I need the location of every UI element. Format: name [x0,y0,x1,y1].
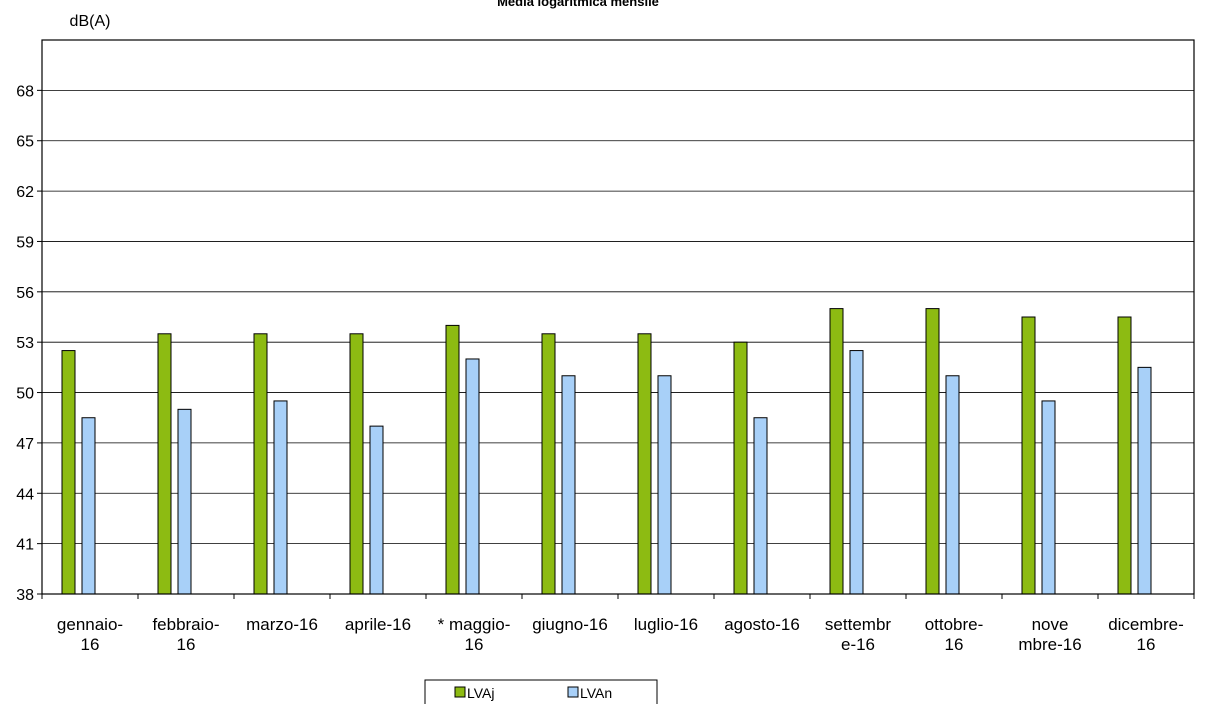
y-tick-label: 38 [16,587,34,604]
x-tick-label-line: luglio-16 [634,615,698,634]
x-tick-label: agosto-16 [724,615,800,634]
bars [61,308,1152,595]
legend-label-lvan: LVAn [580,685,612,701]
x-tick-label: aprile-16 [345,615,411,634]
bar-lvan [369,425,384,595]
x-tick-label-line: 16 [1137,635,1156,654]
bar-lvaj [925,308,940,595]
legend-label-lvaj: LVAj [467,685,495,701]
bar-lvaj [541,333,556,595]
legend-swatch-lvaj [454,686,466,698]
x-tick-label: settembr e-16 [825,615,891,654]
y-tick-label: 41 [16,537,34,554]
x-tick-label: nove mbre-16 [1018,615,1081,654]
bar-lvan [657,375,672,595]
bar-lvan [465,358,480,595]
y-tick-label: 59 [16,234,34,251]
legend: LVAj LVAn [424,679,658,704]
x-tick-label-line: mbre-16 [1018,635,1081,654]
bar-lvaj [637,333,652,595]
y-tick-label: 50 [16,386,34,403]
x-tick-label: dicembre-16 [1108,615,1184,654]
y-tick-label: 47 [16,436,34,453]
y-tick-label: 65 [16,134,34,151]
x-tick-label-line: marzo-16 [246,615,318,634]
x-tick-label: luglio-16 [634,615,698,634]
y-tick-label: 44 [16,486,34,503]
x-tick-label-line: agosto-16 [724,615,800,634]
y-tick-label: 53 [16,335,34,352]
bar-lvaj [733,341,748,595]
bar-lvan [849,350,864,595]
x-tick-label-line: 16 [945,635,964,654]
bar-lvaj [445,324,460,595]
x-tick-label: ottobre-16 [925,615,984,654]
bar-lvan [81,417,96,595]
bar-lvan [561,375,576,595]
y-axis: 38 41 44 47 50 53 56 59 62 65 68 [16,83,42,604]
chart-title: Media logaritmica mensile [497,0,659,9]
bar-lvaj [157,333,172,595]
y-tick-label: 62 [16,184,34,201]
x-tick-label: * maggio-16 [438,615,511,654]
bar-lvaj [1117,316,1132,595]
x-tick-label-line: settembr [825,615,891,634]
bar-lvaj [349,333,364,595]
x-tick-label-line: 16 [177,635,196,654]
x-tick-label: gennaio-16 [57,615,123,654]
x-tick-label-line: * maggio- [438,615,511,634]
bar-lvan [1137,366,1152,595]
y-tick-label: 68 [16,83,34,100]
bar-lvaj [253,333,268,595]
legend-swatch-lvan [567,686,579,698]
x-tick-label-line: ottobre- [925,615,984,634]
bar-lvan [177,408,192,595]
x-tick-label-line: 16 [465,635,484,654]
x-tick-label-line: giugno-16 [532,615,608,634]
gridlines [42,89,1194,545]
bar-lvaj [829,308,844,595]
x-tick-label-line: aprile-16 [345,615,411,634]
x-tick-label-line: e-16 [841,635,875,654]
bar-lvaj [1021,316,1036,595]
bar-lvan [273,400,288,595]
y-axis-label: dB(A) [70,13,111,30]
bar-lvan [945,375,960,595]
y-tick-label: 56 [16,285,34,302]
x-tick-label-line: dicembre- [1108,615,1184,634]
x-tick-label-line: febbraio- [152,615,219,634]
x-tick-label: marzo-16 [246,615,318,634]
plot-area-border [41,39,1195,595]
x-tick-label: giugno-16 [532,615,608,634]
x-tick-label-line: gennaio- [57,615,123,634]
bar-lvan [1041,400,1056,595]
bar-lvaj [61,350,76,595]
x-tick-label-line: nove [1032,615,1069,634]
x-tick-label-line: 16 [81,635,100,654]
bar-lvan [753,417,768,595]
x-tick-label: febbraio-16 [152,615,219,654]
